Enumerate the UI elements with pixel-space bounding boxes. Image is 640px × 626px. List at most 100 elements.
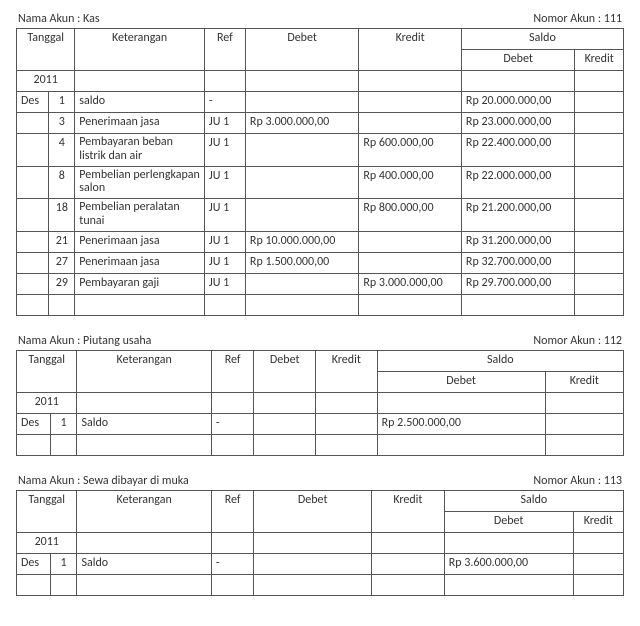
col-saldo-kredit: Kredit [545, 371, 623, 392]
cell-month [17, 252, 49, 273]
cell-debet [254, 413, 316, 434]
cell-saldo-kredit [545, 413, 623, 434]
cell-desc: Penerimaan jasa [75, 113, 205, 134]
cell-ref: JU 1 [204, 113, 245, 134]
ledger-section: Nama Akun : Kas Nomor Akun : 111 TanggalKe… [16, 12, 624, 316]
year-cell: 2011 [17, 392, 77, 413]
table-row: 8Pembelian perlengkapan salonJU 1Rp 400.… [17, 166, 624, 199]
cell-day: 1 [50, 413, 77, 434]
year-cell: 2011 [17, 71, 75, 92]
cell-ref: JU 1 [204, 231, 245, 252]
cell-kredit [316, 413, 378, 434]
cell-saldo-kredit [573, 553, 623, 574]
col-debet: Debet [245, 29, 358, 71]
cell-month [17, 113, 49, 134]
col-saldo: Saldo [461, 29, 623, 50]
col-tanggal: Tanggal [17, 350, 77, 392]
ledger-table: TanggalKeteranganRefDebetKreditSaldoDebe… [16, 490, 624, 596]
cell-debet [245, 273, 358, 294]
cell-debet: Rp 10.000.000,00 [245, 231, 358, 252]
col-kredit: Kredit [359, 29, 462, 71]
cell-desc: Pembelian peralatan tunai [75, 199, 205, 232]
cell-desc: Pembayaran gaji [75, 273, 205, 294]
cell-day: 1 [49, 92, 75, 113]
cell-kredit [359, 113, 462, 134]
account-name: Nama Akun : Kas [18, 12, 100, 26]
cell-debet [245, 134, 358, 167]
table-row: 18Pembelian peralatan tunaiJU 1Rp 800.00… [17, 199, 624, 232]
cell-desc: Pembayaran beban listrik dan air [75, 134, 205, 167]
table-row: 27Penerimaan jasaJU 1Rp 1.500.000,00Rp 3… [17, 252, 624, 273]
cell-month: Des [17, 92, 49, 113]
table-row: 29Pembayaran gajiJU 1Rp 3.000.000,00Rp 2… [17, 273, 624, 294]
cell-month [17, 273, 49, 294]
cell-day: 21 [49, 231, 75, 252]
cell-saldo-debet: Rp 22.000.000,00 [461, 166, 574, 199]
cell-desc: saldo [75, 92, 205, 113]
year-row: 2011 [17, 392, 624, 413]
cell-month: Des [17, 413, 51, 434]
cell-day: 27 [49, 252, 75, 273]
cell-saldo-kredit [575, 166, 624, 199]
cell-kredit: Rp 800.000,00 [359, 199, 462, 232]
account-number: Nomor Akun : 111 [533, 12, 622, 26]
cell-desc: Saldo [77, 553, 211, 574]
cell-desc: Penerimaan jasa [75, 231, 205, 252]
table-row: Des1saldo-Rp 20.000.000,00 [17, 92, 624, 113]
cell-ref: JU 1 [204, 166, 245, 199]
cell-kredit: Rp 600.000,00 [359, 134, 462, 167]
cell-ref: JU 1 [204, 273, 245, 294]
cell-debet [245, 92, 358, 113]
cell-kredit [371, 553, 444, 574]
col-kredit: Kredit [371, 490, 444, 532]
cell-debet [254, 553, 372, 574]
cell-day: 18 [49, 199, 75, 232]
col-tanggal: Tanggal [17, 490, 77, 532]
col-tanggal: Tanggal [17, 29, 75, 71]
cell-day: 1 [50, 553, 77, 574]
ledger-header: Nama Akun : Piutang usahaNomor Akun : 11… [16, 334, 624, 348]
ledger-header: Nama Akun : Sewa dibayar di muka Nomor Ak… [16, 474, 624, 488]
col-saldo-debet: Debet [461, 50, 574, 71]
col-saldo-kredit: Kredit [575, 50, 624, 71]
cell-ref: - [211, 553, 254, 574]
cell-saldo-kredit [575, 134, 624, 167]
cell-month [17, 199, 49, 232]
year-row: 2011 [17, 71, 624, 92]
cell-saldo-debet: Rp 31.200.000,00 [461, 231, 574, 252]
ledger-table: TanggalKeteranganRefDebetKreditSaldoDebe… [16, 28, 624, 316]
blank-row [17, 574, 624, 595]
ledger-section: Nama Akun : Sewa dibayar di muka Nomor Ak… [16, 474, 624, 596]
account-name: Nama Akun : Sewa dibayar di muka [18, 474, 189, 488]
cell-debet: Rp 3.000.000,00 [245, 113, 358, 134]
cell-saldo-kredit [575, 199, 624, 232]
ledger-section: Nama Akun : Piutang usahaNomor Akun : 11… [16, 334, 624, 456]
col-keterangan: Keterangan [77, 490, 211, 532]
cell-debet: Rp 1.500.000,00 [245, 252, 358, 273]
table-row: 21Penerimaan jasaJU 1Rp 10.000.000,00 Rp … [17, 231, 624, 252]
cell-month [17, 134, 49, 167]
year-cell: 2011 [17, 532, 77, 553]
col-kredit: Kredit [316, 350, 378, 392]
col-keterangan: Keterangan [75, 29, 205, 71]
cell-ref: JU 1 [204, 134, 245, 167]
cell-saldo-debet: Rp 2.500.000,00 [377, 413, 545, 434]
col-saldo-debet: Debet [377, 371, 545, 392]
cell-day: 8 [49, 166, 75, 199]
cell-kredit: Rp 3.000.000,00 [359, 273, 462, 294]
cell-day: 4 [49, 134, 75, 167]
account-number: Nomor Akun : 113 [533, 474, 622, 488]
cell-saldo-kredit [575, 92, 624, 113]
col-ref: Ref [211, 490, 254, 532]
cell-ref: - [211, 413, 254, 434]
cell-day: 29 [49, 273, 75, 294]
col-debet: Debet [254, 490, 372, 532]
cell-ref: - [204, 92, 245, 113]
cell-day: 3 [49, 113, 75, 134]
cell-month [17, 231, 49, 252]
cell-saldo-debet: Rp 22.400.000,00 [461, 134, 574, 167]
cell-kredit: Rp 400.000,00 [359, 166, 462, 199]
cell-saldo-debet: Rp 23.000.000,00 [461, 113, 574, 134]
cell-saldo-kredit [575, 113, 624, 134]
col-keterangan: Keterangan [77, 350, 211, 392]
